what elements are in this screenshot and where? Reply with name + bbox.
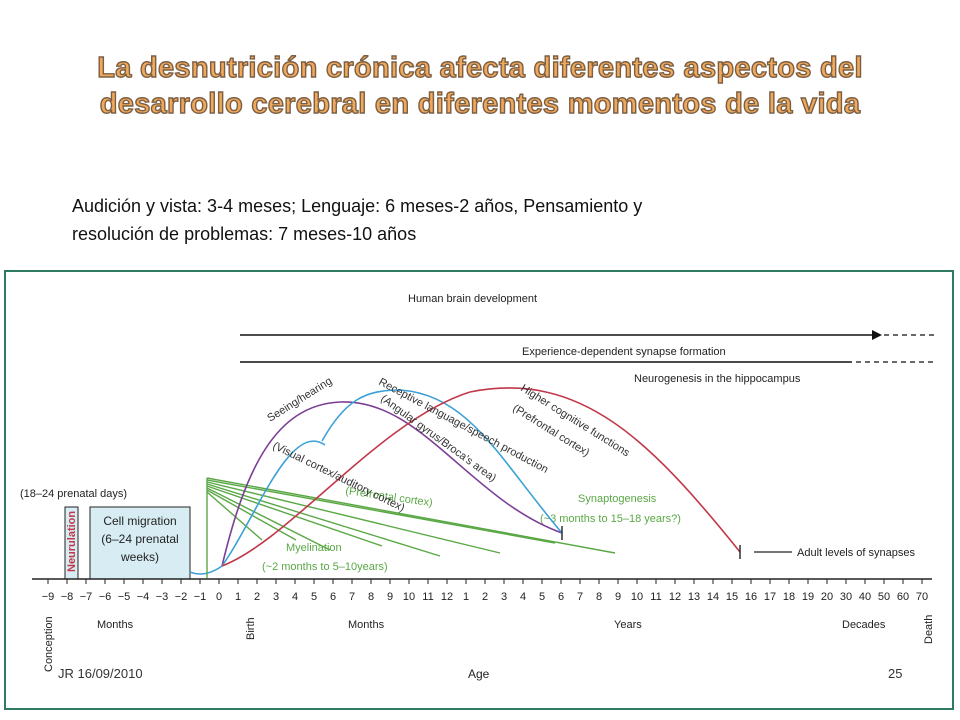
x-tick-label: 3 <box>273 591 279 603</box>
months-label-1: Months <box>97 619 134 631</box>
x-tick-label: 9 <box>615 591 621 603</box>
conception-label: Conception <box>43 616 55 672</box>
synapse-bar-label: Experience-dependent synapse formation <box>522 346 726 358</box>
x-tick-label: 8 <box>368 591 374 603</box>
x-tick-label: 8 <box>596 591 602 603</box>
x-tick-label: 1 <box>463 591 469 603</box>
x-tick-label: −4 <box>137 591 150 603</box>
lifespan-arrow-head <box>872 330 882 340</box>
fan-line-1 <box>206 477 616 554</box>
slide-subtitle: Audición y vista: 3-4 meses; Lenguaje: 6… <box>72 192 852 248</box>
age-label: Age <box>468 667 490 681</box>
x-tick-label: 10 <box>403 591 415 603</box>
decades-label: Decades <box>842 619 886 631</box>
x-tick-label: −7 <box>80 591 93 603</box>
cell-migration-label-3: weeks) <box>120 550 159 564</box>
x-tick-label: 13 <box>688 591 700 603</box>
x-tick-label: 2 <box>482 591 488 603</box>
years-label: Years <box>614 619 642 631</box>
fan-line-3 <box>206 481 501 554</box>
x-tick-label: 4 <box>292 591 298 603</box>
x-tick-label: −6 <box>99 591 112 603</box>
months-label-2: Months <box>348 619 385 631</box>
footer-date: JR 16/09/2010 <box>58 666 143 681</box>
slide-title: La desnutrición crónica afecta diferente… <box>0 50 960 122</box>
cognitive-curve <box>221 387 741 567</box>
x-tick-label: 60 <box>897 591 909 603</box>
myelination-label-1: Myelination <box>286 542 342 554</box>
x-tick-label: −3 <box>156 591 169 603</box>
header-label: Human brain development <box>408 293 537 305</box>
birth-label: Birth <box>245 617 257 640</box>
x-tick-label: 19 <box>802 591 814 603</box>
synaptogenesis-label-1: Synaptogenesis <box>578 493 657 505</box>
language-curve <box>321 389 563 534</box>
subtitle-line-1: Audición y vista: 3-4 meses; Lenguaje: 6… <box>72 196 643 216</box>
seeing-hearing-rise <box>221 440 326 567</box>
x-tick-label: 40 <box>859 591 871 603</box>
x-tick-label: 5 <box>539 591 545 603</box>
x-tick-label: 6 <box>330 591 336 603</box>
x-tick-label: 1 <box>235 591 241 603</box>
x-tick-label: −5 <box>118 591 131 603</box>
x-tick-label: −8 <box>61 591 74 603</box>
x-tick-label: 12 <box>441 591 453 603</box>
x-tick-label: 4 <box>520 591 526 603</box>
fan-line-8 <box>206 491 263 541</box>
x-tick-label: 16 <box>745 591 757 603</box>
x-tick-label: 17 <box>764 591 776 603</box>
fan-line-2 <box>206 479 556 544</box>
x-tick-label: 10 <box>631 591 643 603</box>
fan-line-4 <box>206 483 441 557</box>
x-tick-label: −2 <box>175 591 188 603</box>
seeing-hearing-curve <box>221 401 563 567</box>
x-tick-label: 9 <box>387 591 393 603</box>
cell-migration-label-2: (6–24 prenatal <box>101 532 178 546</box>
adult-levels-label: Adult levels of synapses <box>797 547 916 559</box>
x-tick-label: 2 <box>254 591 260 603</box>
x-tick-label: 7 <box>577 591 583 603</box>
synaptogenesis-label-2: (~3 months to 15–18 years?) <box>540 513 681 525</box>
baseline-curve <box>189 565 223 575</box>
seeing-label: Seeing/hearing <box>265 375 334 424</box>
x-tick-label: 30 <box>840 591 852 603</box>
x-tick-label: 18 <box>783 591 795 603</box>
x-tick-label: −9 <box>42 591 55 603</box>
figure-frame <box>4 270 954 710</box>
x-tick-label: 0 <box>216 591 222 603</box>
cell-migration-label-1: Cell migration <box>103 514 176 528</box>
x-tick-label: 11 <box>650 591 661 603</box>
x-tick-label: 6 <box>558 591 564 603</box>
slide-title-line-1: La desnutrición crónica afecta diferente… <box>96 51 863 84</box>
slide-title-line-2: desarrollo cerebral en diferentes moment… <box>99 87 861 120</box>
x-axis-ticks: −9 −8 −7 −6 −5 −4 −3 −2 −1 0 1 2 3 4 5 6 7 8 9 10 11 12 1 2 3 4 5 6… <box>42 579 928 603</box>
x-tick-label: 70 <box>916 591 928 603</box>
footer-page-number: 25 <box>888 666 903 681</box>
x-tick-label: 3 <box>501 591 507 603</box>
x-tick-label: 11 <box>422 591 433 603</box>
x-tick-label: 14 <box>707 591 719 603</box>
x-tick-label: 50 <box>878 591 890 603</box>
death-label: Death <box>923 615 935 644</box>
neurulation-label: Neurulation <box>66 511 78 572</box>
x-tick-label: 15 <box>726 591 738 603</box>
myelination-fan <box>206 477 616 578</box>
fan-line-6 <box>206 487 331 551</box>
neurogenesis-label: Neurogenesis in the hippocampus <box>634 373 801 385</box>
x-tick-label: 5 <box>311 591 317 603</box>
x-tick-label: 12 <box>669 591 681 603</box>
prenatal-days-label: (18–24 prenatal days) <box>20 488 127 500</box>
myelination-label-2: (~2 months to 5–10years) <box>262 561 388 573</box>
fan-line-5 <box>206 485 383 547</box>
cell-migration-box <box>89 506 191 580</box>
x-tick-label: −1 <box>194 591 207 603</box>
x-tick-label: 7 <box>349 591 355 603</box>
subtitle-line-2: resolución de problemas: 7 meses-10 años <box>72 224 417 244</box>
x-tick-label: 20 <box>821 591 833 603</box>
